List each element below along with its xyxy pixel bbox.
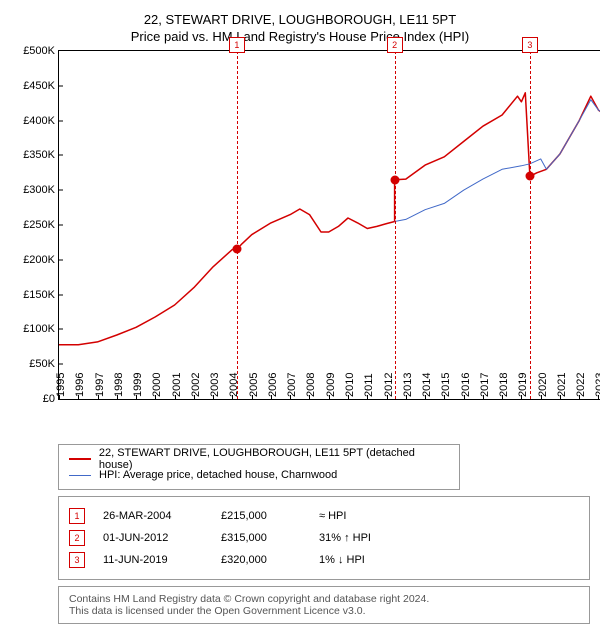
y-axis-tick-label: £500K (11, 45, 55, 57)
sale-vs-hpi: ≈ HPI (319, 510, 439, 522)
sale-price: £320,000 (221, 554, 301, 566)
y-axis-tick-label: £300K (11, 184, 55, 196)
event-point (525, 172, 534, 181)
sale-price: £215,000 (221, 510, 301, 522)
attribution-line: This data is licensed under the Open Gov… (69, 605, 579, 617)
sale-date: 11-JUN-2019 (103, 554, 203, 566)
sale-row: 3 11-JUN-2019 £320,000 1% ↓ HPI (69, 549, 579, 571)
y-axis-tick-label: £200K (11, 254, 55, 266)
chart-legend: 22, STEWART DRIVE, LOUGHBOROUGH, LE11 5P… (58, 444, 460, 490)
y-axis-tick-label: £50K (11, 358, 55, 370)
event-vline (395, 51, 396, 399)
event-point (232, 245, 241, 254)
y-axis-tick-label: £250K (11, 219, 55, 231)
series-line-price_paid (59, 93, 600, 345)
chart-title: 22, STEWART DRIVE, LOUGHBOROUGH, LE11 5P… (10, 12, 590, 27)
sale-date: 01-JUN-2012 (103, 532, 203, 544)
legend-label: 22, STEWART DRIVE, LOUGHBOROUGH, LE11 5P… (99, 447, 449, 471)
event-vline (530, 51, 531, 399)
sale-marker: 3 (69, 552, 85, 568)
sale-row: 1 26-MAR-2004 £215,000 ≈ HPI (69, 505, 579, 527)
sale-vs-hpi: 1% ↓ HPI (319, 554, 439, 566)
y-axis-tick-label: £350K (11, 149, 55, 161)
y-axis-tick-label: £450K (11, 80, 55, 92)
event-marker-label: 1 (229, 37, 245, 53)
sale-date: 26-MAR-2004 (103, 510, 203, 522)
legend-label: HPI: Average price, detached house, Char… (99, 469, 337, 481)
legend-row: 22, STEWART DRIVE, LOUGHBOROUGH, LE11 5P… (69, 451, 449, 467)
chart-subtitle: Price paid vs. HM Land Registry's House … (10, 29, 590, 44)
event-vline (237, 51, 238, 399)
sale-marker: 1 (69, 508, 85, 524)
legend-swatch (69, 475, 91, 476)
y-axis-tick-label: £0 (11, 393, 55, 405)
event-point (390, 175, 399, 184)
y-axis-tick-label: £150K (11, 289, 55, 301)
sale-price: £315,000 (221, 532, 301, 544)
attribution-line: Contains HM Land Registry data © Crown c… (69, 593, 579, 605)
sale-marker: 2 (69, 530, 85, 546)
y-axis-tick-label: £400K (11, 115, 55, 127)
event-marker-label: 3 (522, 37, 538, 53)
sale-vs-hpi: 31% ↑ HPI (319, 532, 439, 544)
sale-row: 2 01-JUN-2012 £315,000 31% ↑ HPI (69, 527, 579, 549)
chart-plot-area: £0£50K£100K£150K£200K£250K£300K£350K£400… (58, 50, 600, 400)
event-marker-label: 2 (387, 37, 403, 53)
sales-table: 1 26-MAR-2004 £215,000 ≈ HPI 2 01-JUN-2012 £31… (58, 496, 590, 580)
legend-swatch (69, 458, 91, 460)
y-axis-tick-label: £100K (11, 323, 55, 335)
attribution: Contains HM Land Registry data © Crown c… (58, 586, 590, 624)
